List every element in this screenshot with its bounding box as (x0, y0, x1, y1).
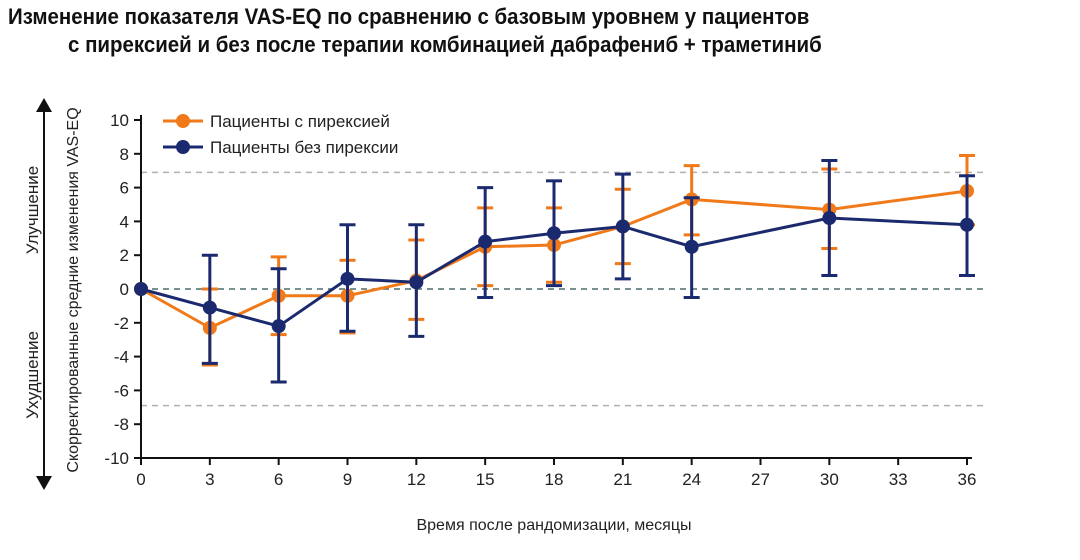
y-tick-label: 2 (120, 246, 129, 265)
data-point (340, 271, 355, 286)
x-tick-label: 36 (958, 470, 977, 489)
worsening-label: Ухудшение (23, 331, 42, 419)
x-tick-label: 30 (820, 470, 839, 489)
x-tick-label: 3 (205, 470, 214, 489)
data-point (547, 226, 561, 241)
data-point (960, 217, 974, 232)
chart-title-line-2: с пирексией и без после терапии комбинац… (68, 32, 822, 57)
y-tick-label: 4 (120, 212, 129, 231)
x-tick-label: 15 (476, 470, 495, 489)
x-axis-label: Время после рандомизации, месяцы (416, 517, 691, 534)
legend-label: Пациенты с пирексией (210, 112, 390, 131)
y-tick-label: 0 (120, 280, 129, 299)
x-tick-label: 27 (751, 470, 770, 489)
x-tick-label: 24 (682, 470, 701, 489)
data-point (478, 234, 493, 249)
data-point (202, 300, 217, 315)
x-tick-label: 9 (343, 470, 352, 489)
y-tick-label: -4 (114, 348, 129, 367)
y-tick-label: -10 (104, 449, 129, 468)
y-tick-label: -8 (114, 415, 129, 434)
x-tick-label: 33 (889, 470, 908, 489)
legend-marker (176, 140, 190, 154)
y-tick-label: 10 (110, 111, 129, 130)
x-tick-label: 6 (274, 470, 283, 489)
y-tick-label: 8 (120, 145, 129, 164)
y-tick-label: 6 (120, 179, 129, 198)
x-tick-label: 0 (136, 470, 145, 489)
x-tick-label: 12 (407, 470, 426, 489)
legend-label: Пациенты без пирексии (210, 138, 398, 157)
data-point (822, 211, 837, 226)
y-axis-label: Скорректированные средние изменения VAS-… (65, 107, 82, 472)
data-point (615, 219, 630, 234)
x-tick-label: 18 (545, 470, 564, 489)
y-tick-label: -2 (114, 314, 129, 333)
data-point (271, 319, 286, 334)
improvement-label: Улучшение (23, 166, 42, 254)
data-point (409, 275, 424, 290)
data-point (134, 282, 148, 296)
y-tick-label: -6 (114, 381, 129, 400)
chart-title-line-1: Изменение показателя VAS-EQ по сравнению… (8, 4, 810, 29)
direction-arrow (36, 98, 52, 490)
legend-marker (176, 114, 190, 128)
x-tick-label: 21 (613, 470, 632, 489)
data-point (684, 239, 699, 254)
